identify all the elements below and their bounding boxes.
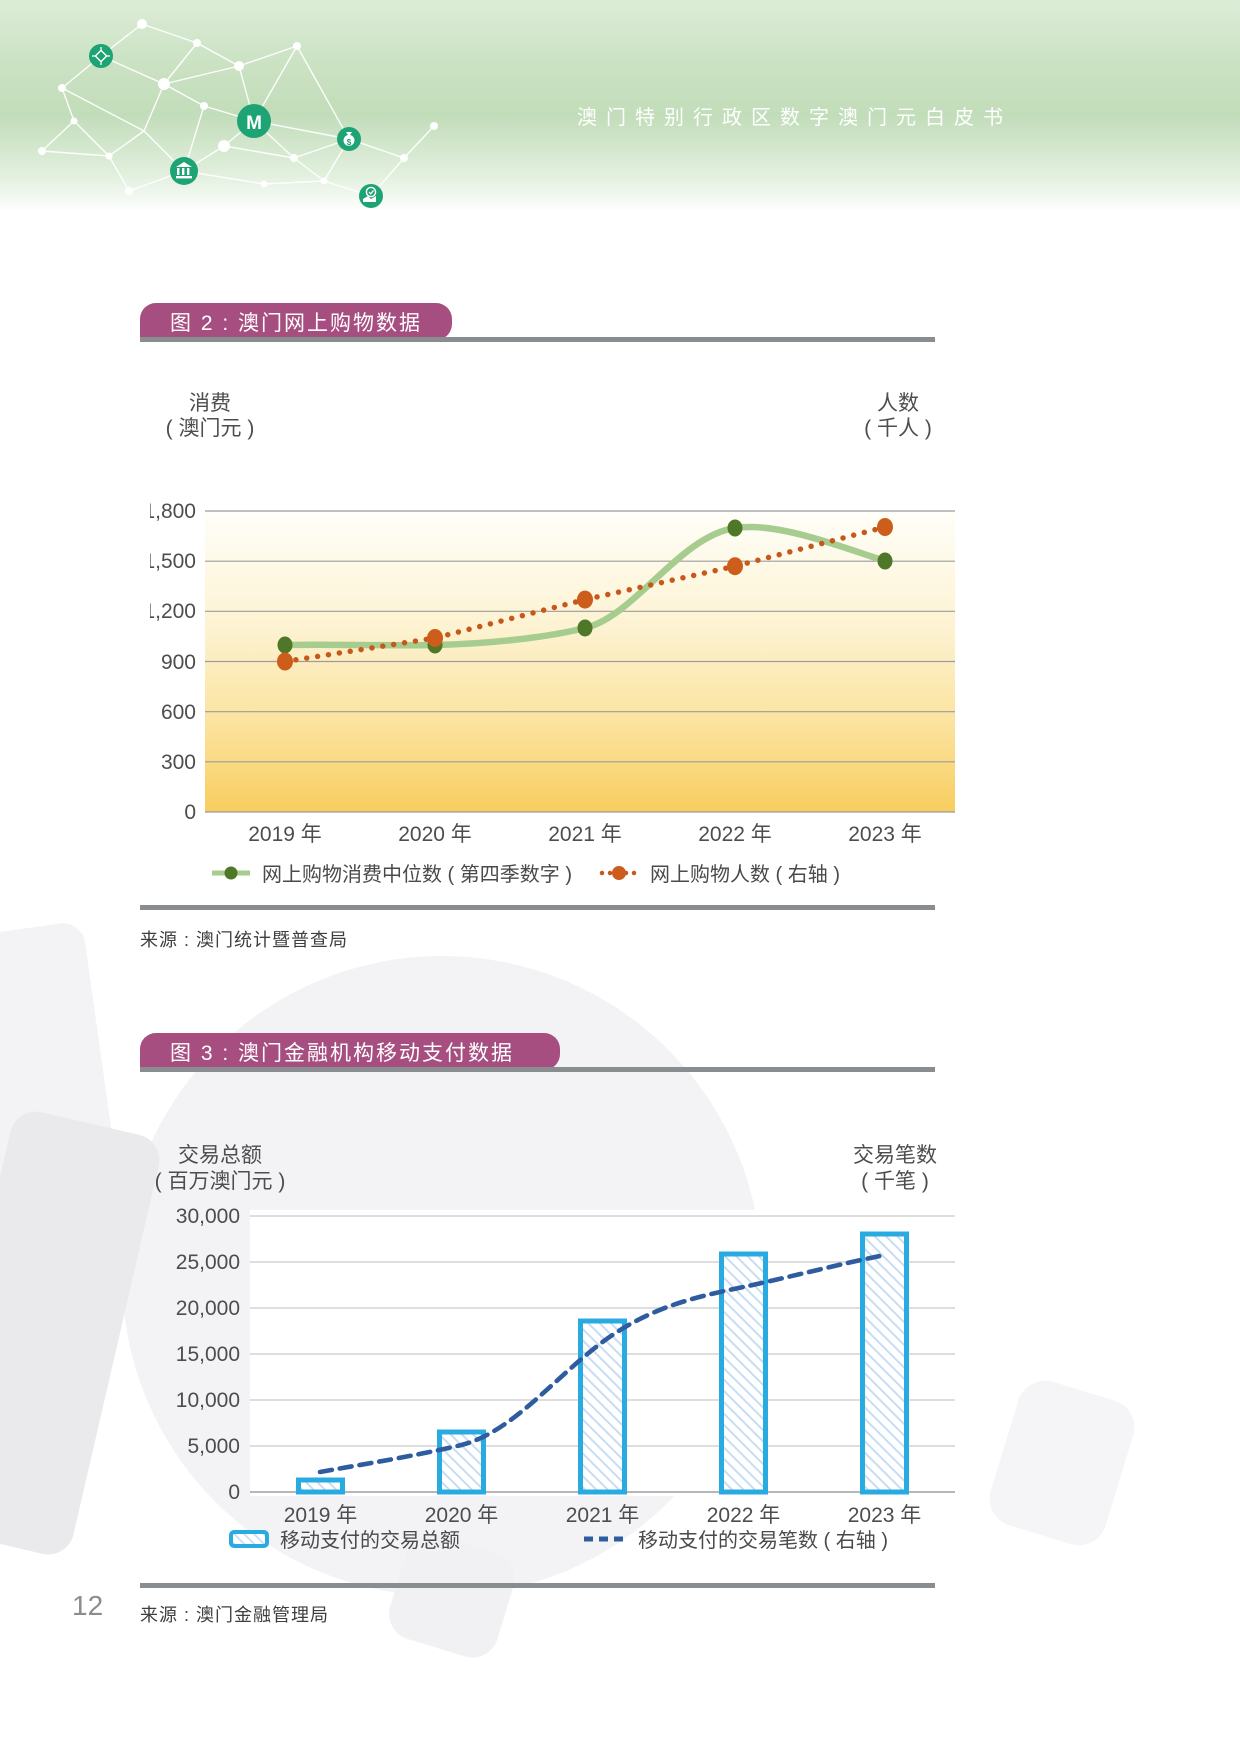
- fig3-x-labels: 2019 年 2020 年 2021 年 2022 年 2023 年: [284, 1504, 922, 1527]
- svg-text:0: 0: [228, 1481, 240, 1504]
- svg-text:2019 年: 2019 年: [248, 823, 322, 846]
- m-logo-icon: M: [237, 104, 271, 138]
- fig3-left-axis-title-line1: 交易总额: [178, 1144, 262, 1167]
- figure3-source: 来源 : 澳门金融管理局: [140, 1605, 330, 1625]
- figure3-legend: 移动支付的交易总额 移动支付的交易笔数 ( 右轴 ): [150, 1524, 960, 1554]
- fig3-right-axis-title-line2: ( 千笔 ): [861, 1170, 929, 1193]
- svg-text:600: 600: [161, 701, 196, 724]
- legend-label: 网上购物消费中位数 ( 第四季数字 ): [262, 864, 572, 886]
- svg-text:2019 年: 2019 年: [284, 1504, 358, 1527]
- fig2-left-ticks: 1,800 1,500 1,200 900 600 300 0: [150, 500, 196, 824]
- svg-text:2021 年: 2021 年: [548, 823, 622, 846]
- legend-label: 移动支付的交易笔数 ( 右轴 ): [638, 1530, 888, 1552]
- bar-2019: [296, 1477, 345, 1495]
- document-title: 澳门特别行政区数字澳门元白皮书: [577, 107, 1012, 129]
- svg-text:15,000: 15,000: [176, 1343, 240, 1366]
- bar-2021: [578, 1318, 627, 1495]
- svg-text:900: 900: [161, 651, 196, 674]
- legend-label: 移动支付的交易总额: [280, 1530, 460, 1552]
- svg-text:1,500: 1,500: [150, 550, 196, 573]
- svg-text:M: M: [246, 113, 262, 134]
- svg-text:2023 年: 2023 年: [848, 1504, 922, 1527]
- watermark-band-right: [982, 1373, 1142, 1553]
- figure2-source: 来源 : 澳门统计暨普查局: [140, 930, 349, 950]
- money-bag-icon: $: [337, 127, 361, 151]
- orange-dotted-marker-icon: [599, 865, 639, 880]
- svg-text:$: $: [347, 138, 352, 147]
- figure2-chart: 消费 ( 澳门元 ) 人数 ( 千人 ) 1,800 1,500 1,200 9…: [150, 392, 955, 846]
- svg-text:10,000: 10,000: [176, 1389, 240, 1412]
- fig3-left-ticks: 30,000 25,000 20,000 15,000 10,000 5,000…: [176, 1205, 240, 1504]
- page-number: 12: [72, 1590, 104, 1621]
- svg-text:2023 年: 2023 年: [848, 823, 922, 846]
- svg-text:300: 300: [161, 751, 196, 774]
- figure2-title-badge: 图 2 : 澳门网上购物数据: [140, 303, 453, 340]
- figure3-title: 图 3 : 澳门金融机构移动支付数据: [170, 1041, 515, 1065]
- figure3-bottom-rule: [140, 1583, 935, 1588]
- legend-item-total-amount: 移动支付的交易总额: [228, 1524, 460, 1553]
- figure3-title-badge: 图 3 : 澳门金融机构移动支付数据: [140, 1033, 560, 1070]
- blockchain-icon: [89, 44, 113, 68]
- svg-text:2022 年: 2022 年: [698, 823, 772, 846]
- fig2-left-axis-title-line2: ( 澳门元 ): [166, 417, 255, 440]
- figure3-title-rule: [140, 1067, 935, 1072]
- figure2-title: 图 2 : 澳门网上购物数据: [170, 311, 423, 335]
- svg-text:5,000: 5,000: [187, 1435, 240, 1458]
- figure2-legend: 网上购物消费中位数 ( 第四季数字 ) 网上购物人数 ( 右轴 ): [150, 858, 960, 888]
- legend-item-transactions: 移动支付的交易笔数 ( 右轴 ): [582, 1524, 888, 1553]
- fig2-right-axis-title-line1: 人数: [877, 392, 919, 415]
- legend-item-shoppers: 网上购物人数 ( 右轴 ): [598, 858, 840, 887]
- bank-icon: [170, 157, 198, 185]
- green-line-marker-icon: [212, 866, 250, 879]
- svg-text:2020 年: 2020 年: [398, 823, 472, 846]
- figure2-title-rule: [140, 337, 935, 342]
- fig2-shoppers-markers: [277, 518, 893, 671]
- bar-2023: [860, 1231, 909, 1495]
- svg-text:1,800: 1,800: [150, 500, 196, 523]
- svg-text:2021 年: 2021 年: [566, 1504, 640, 1527]
- fig2-left-axis-title-line1: 消费: [189, 392, 231, 415]
- svg-text:20,000: 20,000: [176, 1297, 240, 1320]
- svg-text:30,000: 30,000: [176, 1205, 240, 1228]
- fig3-bars: [296, 1231, 909, 1495]
- figure2-bottom-rule: [140, 905, 935, 910]
- fig3-right-axis-title-line1: 交易笔数: [853, 1144, 937, 1167]
- handshake-icon: [359, 184, 383, 208]
- figure3-chart: 交易总额 ( 百万澳门元 ) 交易笔数 ( 千笔 ) 30,000 25,000…: [155, 1144, 955, 1527]
- navy-dashed-marker-icon: [584, 1536, 626, 1541]
- svg-text:2022 年: 2022 年: [707, 1504, 781, 1527]
- legend-label: 网上购物人数 ( 右轴 ): [650, 864, 840, 886]
- bar-2022: [719, 1251, 768, 1495]
- hatched-bar-marker-icon: [229, 1529, 269, 1548]
- fig2-right-axis-title-line2: ( 千人 ): [864, 417, 932, 440]
- fig3-left-axis-title-line2: ( 百万澳门元 ): [155, 1170, 286, 1193]
- svg-text:25,000: 25,000: [176, 1251, 240, 1274]
- svg-text:2020 年: 2020 年: [425, 1504, 499, 1527]
- svg-text:0: 0: [184, 801, 196, 824]
- svg-text:1,200: 1,200: [150, 600, 196, 623]
- page-header: M $: [0, 0, 1240, 210]
- fig3-transactions-line: [317, 1252, 887, 1475]
- fig2-gridlines: [205, 510, 955, 813]
- legend-item-consumption: 网上购物消费中位数 ( 第四季数字 ): [210, 858, 572, 887]
- network-graphic: M $: [38, 19, 438, 208]
- fig2-x-labels: 2019 年 2020 年 2021 年 2022 年 2023 年: [248, 823, 922, 846]
